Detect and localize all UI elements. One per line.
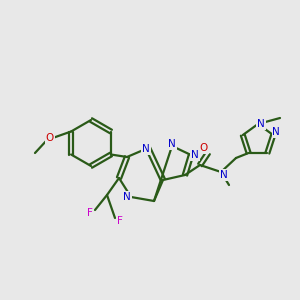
Text: N: N [272, 127, 280, 137]
Text: N: N [142, 144, 150, 154]
Text: N: N [220, 170, 228, 180]
Text: N: N [123, 192, 131, 202]
Text: N: N [168, 139, 176, 149]
Text: N: N [257, 119, 265, 129]
Text: F: F [87, 208, 93, 218]
Text: F: F [117, 216, 123, 226]
Text: O: O [46, 133, 54, 143]
Text: O: O [200, 143, 208, 153]
Text: N: N [191, 150, 199, 160]
